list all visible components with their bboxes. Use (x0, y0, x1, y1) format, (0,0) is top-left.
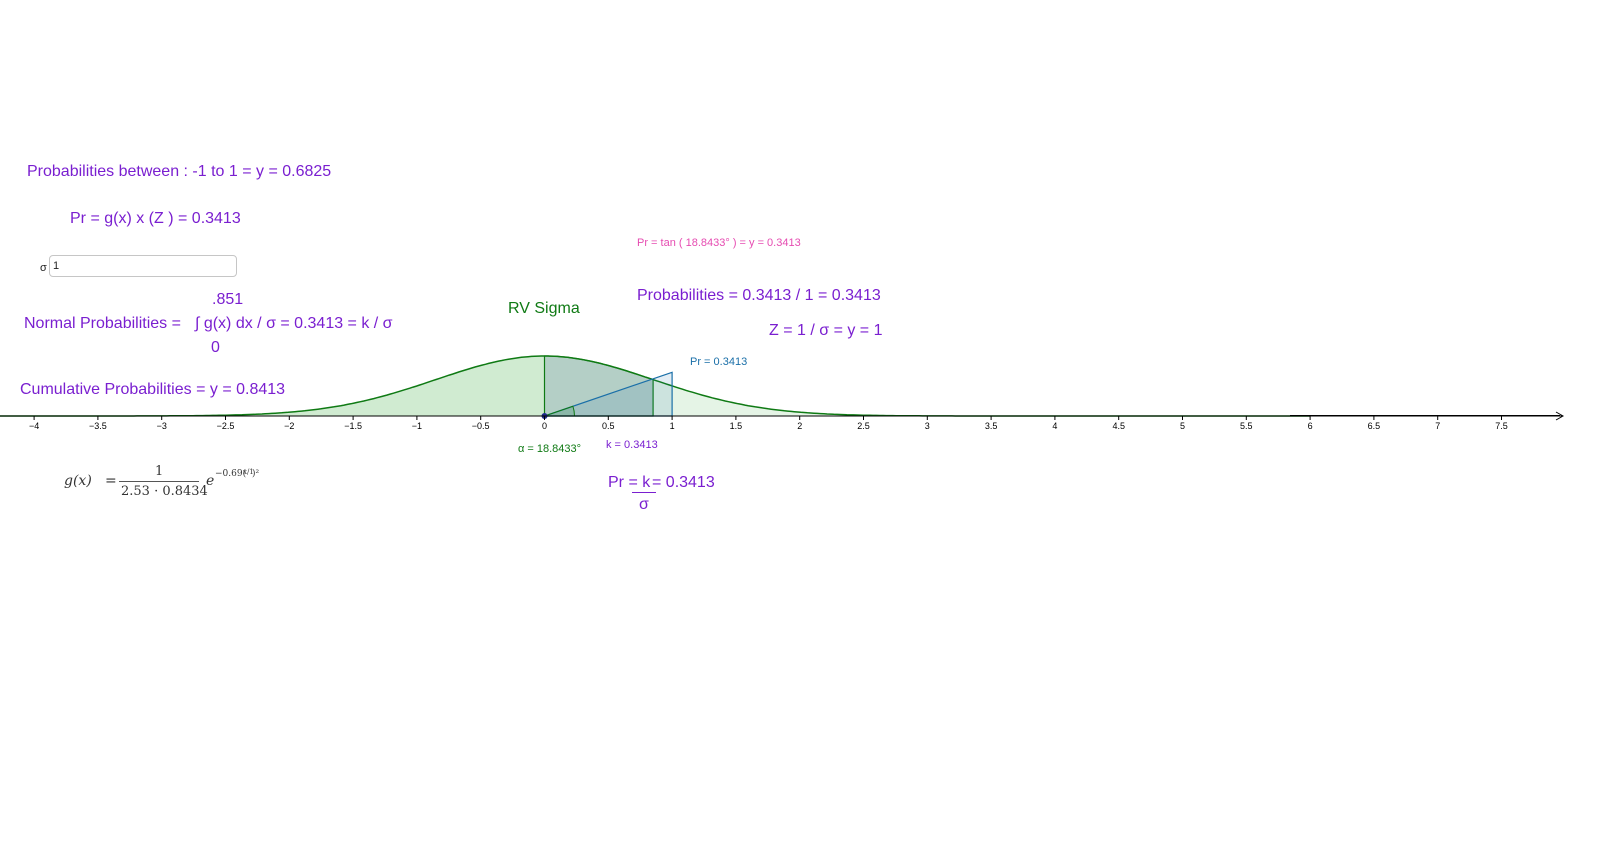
k-value-label: k = 0.3413 (606, 439, 658, 451)
x-tick-label: 5.5 (1240, 421, 1253, 431)
x-tick-label: 4 (1052, 421, 1057, 431)
pr-k-text: Pr = k (608, 474, 651, 491)
sigma-input[interactable] (49, 255, 237, 277)
probabilities-between-text: Probabilities between : -1 to 1 = y = 0.… (27, 163, 332, 180)
gx-lhs: g(x) (64, 473, 92, 489)
x-tick-label: 1.5 (730, 421, 743, 431)
x-tick-label: 1 (670, 421, 675, 431)
gx-denominator: 2.53 · 0.8434 (121, 484, 208, 499)
probabilities-text: Probabilities = 0.3413 / 1 = 0.3413 (637, 287, 881, 304)
gx-exp-base: e (206, 473, 215, 489)
gx-exponent-end: )² (252, 469, 260, 479)
alpha-angle-arc (544, 405, 576, 417)
x-tick-label: 7 (1435, 421, 1440, 431)
sigma-input-label: σ (40, 262, 47, 274)
x-tick-label: 5 (1180, 421, 1185, 431)
x-tick-label: −3 (157, 421, 167, 431)
x-tick-label: 7.5 (1495, 421, 1508, 431)
shaded-area-left (46, 356, 545, 416)
x-tick-label: 6.5 (1368, 421, 1381, 431)
x-tick-label: 4.5 (1112, 421, 1125, 431)
pr-tan-text: Pr = tan ( 18.8433° ) = y = 0.3413 (637, 237, 801, 249)
x-tick-label: −1.5 (344, 421, 362, 431)
pr-k-denominator: σ (639, 496, 649, 513)
gx-fraction-bar (119, 481, 199, 482)
x-tick-label: −1 (412, 421, 422, 431)
shaded-area-right (544, 356, 1043, 416)
x-tick-label: −3.5 (89, 421, 107, 431)
pr-point-label: Pr = 0.3413 (690, 356, 748, 368)
alpha-label: α = 18.8433° (518, 443, 582, 455)
z-formula-text: Z = 1 / σ = y = 1 (769, 322, 883, 339)
x-tick-label: −4 (29, 421, 39, 431)
x-tick-label: 3 (925, 421, 930, 431)
x-tick-label: 3.5 (985, 421, 998, 431)
integral-lower-limit: 0 (211, 339, 220, 356)
pr-k-value: = 0.3413 (652, 474, 715, 491)
gx-exponent-fraction: x/1 (243, 468, 254, 476)
rv-sigma-title: RV Sigma (508, 300, 580, 317)
pr-formula-text: Pr = g(x) x (Z ) = 0.3413 (70, 210, 241, 227)
x-tick-label: −2.5 (217, 421, 235, 431)
x-tick-label: −0.5 (472, 421, 490, 431)
normal-probabilities-label: Normal Probabilities = (24, 315, 181, 332)
integral-upper-limit: .851 (212, 291, 244, 308)
x-tick-label: 0.5 (602, 421, 615, 431)
integral-expression: ∫ g(x) dx / σ = 0.3413 = k / σ (195, 315, 393, 332)
x-tick-label: 0 (542, 421, 547, 431)
gx-equals: = (105, 473, 117, 489)
gx-exponent: −0.69( (215, 469, 247, 479)
x-tick-label: −2 (284, 421, 294, 431)
x-tick-label: 2.5 (857, 421, 870, 431)
pr-k-fraction-bar (632, 492, 656, 493)
x-axis-arrow (1555, 411, 1565, 421)
x-tick-label: 6 (1308, 421, 1313, 431)
x-tick-label: 2 (797, 421, 802, 431)
gx-numerator: 1 (155, 464, 164, 479)
cumulative-probabilities-text: Cumulative Probabilities = y = 0.8413 (20, 381, 286, 398)
